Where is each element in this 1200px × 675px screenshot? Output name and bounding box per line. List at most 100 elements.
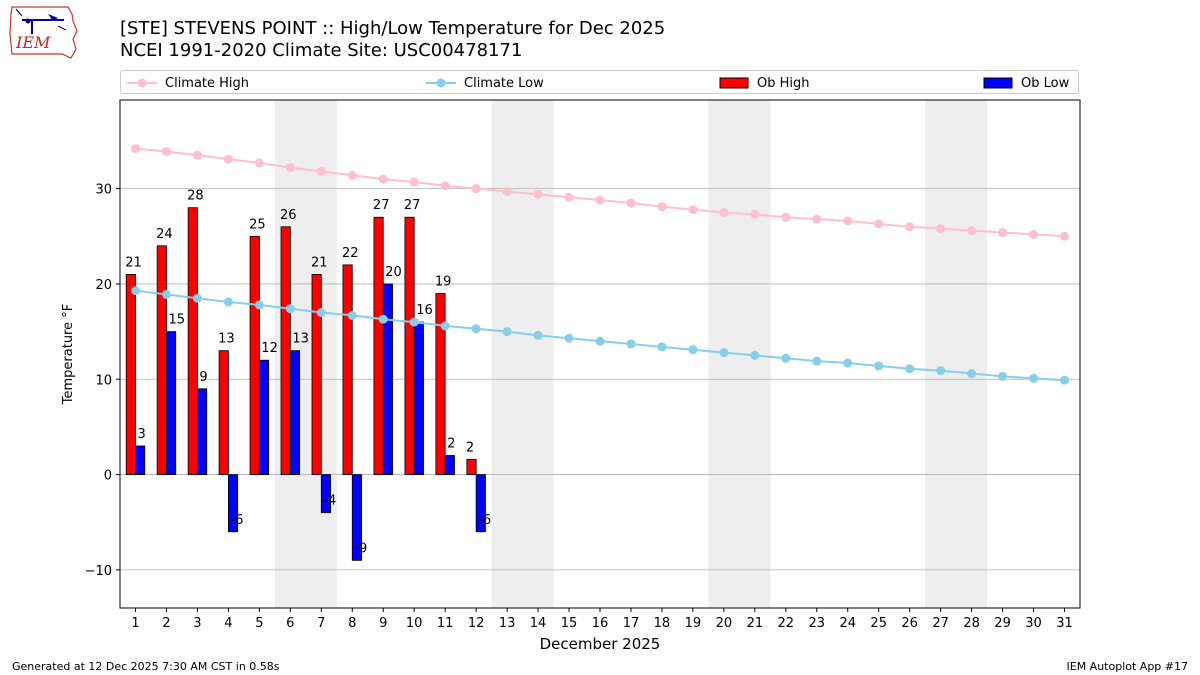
x-tick-label: 5 [255, 616, 263, 631]
x-tick-label: 18 [654, 616, 671, 631]
climate-high-line-icon [127, 78, 157, 88]
climate-low-point [936, 366, 946, 376]
x-tick-label: 4 [224, 616, 232, 631]
ob-high-bar [404, 216, 415, 475]
x-tick-label: 8 [348, 616, 356, 631]
legend-item-climate-high: Climate High [127, 74, 249, 92]
ob-low-label: 2 [447, 437, 455, 452]
iem-logo: IEM [9, 6, 78, 59]
x-tick-label: 2 [162, 616, 170, 631]
climate-low-point [409, 317, 419, 327]
app-label: IEM Autoplot App #17 [1066, 660, 1189, 673]
x-tick-label: 27 [932, 616, 949, 631]
y-tick-label: 0 [104, 469, 112, 484]
climate-low-point [719, 348, 729, 358]
climate-low-point [223, 297, 233, 307]
x-tick-label: 25 [870, 616, 887, 631]
x-tick-label: 9 [379, 616, 387, 631]
climate-high-point [533, 189, 543, 199]
x-tick-label: 7 [317, 616, 325, 631]
x-tick-label: 19 [685, 616, 702, 631]
climate-low-point [440, 321, 450, 331]
climate-low-point [998, 371, 1008, 381]
x-tick-label: 24 [839, 616, 856, 631]
climate-low-point [626, 339, 636, 349]
ob-high-label: 22 [342, 246, 359, 261]
ob-high-bar [466, 458, 477, 475]
ob-high-label: 25 [249, 217, 266, 232]
ob-high-bar [187, 207, 198, 475]
ob-low-bar [444, 455, 455, 475]
x-tick-label: 23 [809, 616, 826, 631]
chart-title: [STE] STEVENS POINT :: High/Low Temperat… [120, 18, 666, 39]
ob-high-bar [156, 245, 167, 475]
ob-high-label: 27 [373, 198, 390, 213]
climate-high-point [626, 198, 636, 208]
x-tick-label: 13 [499, 616, 516, 631]
climate-high-point [1029, 229, 1039, 239]
ob-low-bar [413, 321, 424, 475]
climate-high-point [781, 212, 791, 222]
x-tick-label: 26 [901, 616, 918, 631]
climate-high-point [998, 227, 1008, 237]
ob-high-label: 28 [187, 189, 204, 204]
ob-low-label: 15 [168, 313, 185, 328]
climate-high-point [967, 226, 977, 236]
y-tick-label: 30 [95, 183, 112, 198]
x-axis-label: December 2025 [540, 635, 661, 653]
ob-high-label: 19 [435, 274, 452, 289]
ob-low-swatch-icon [983, 77, 1013, 89]
climate-high-point [347, 170, 357, 180]
climate-low-point [595, 336, 605, 346]
legend-label: Ob Low [1021, 75, 1070, 91]
climate-high-point [440, 181, 450, 191]
climate-low-point [254, 300, 264, 310]
climate-high-point [409, 177, 419, 187]
climate-high-point [192, 150, 202, 160]
svg-text:IEM: IEM [15, 33, 51, 52]
climate-high-point [161, 146, 171, 156]
x-tick-label: 30 [1025, 616, 1042, 631]
climate-high-point [1060, 231, 1070, 241]
ob-low-bar [351, 474, 362, 561]
ob-low-bar [197, 388, 208, 475]
ob-high-bar [373, 216, 384, 475]
climate-low-point [1060, 375, 1070, 385]
legend-item-ob-low: Ob Low [983, 74, 1069, 92]
climate-low-point [130, 286, 140, 296]
ob-low-label: 9 [199, 370, 207, 385]
x-tick-label: 10 [406, 616, 423, 631]
climate-high-point [285, 163, 295, 173]
y-tick-label: 20 [95, 278, 112, 293]
ob-high-bar [435, 293, 446, 475]
ob-high-label: 24 [156, 227, 173, 242]
generated-timestamp: Generated at 12 Dec 2025 7:30 AM CST in … [12, 660, 280, 673]
legend: Climate High Climate Low Ob High Ob Low [120, 70, 1079, 94]
x-tick-label: 14 [530, 616, 547, 631]
x-tick-label: 6 [286, 616, 294, 631]
ob-low-bar [135, 445, 146, 475]
ob-high-bar [218, 350, 229, 475]
climate-high-point [812, 214, 822, 224]
climate-high-point [843, 216, 853, 226]
climate-high-point [316, 166, 326, 176]
climate-low-point [843, 358, 853, 368]
climate-low-point [471, 324, 481, 334]
x-tick-label: 22 [778, 616, 795, 631]
climate-high-point [750, 209, 760, 219]
climate-low-point [750, 350, 760, 360]
x-tick-label: 3 [193, 616, 201, 631]
climate-low-point [781, 353, 791, 363]
ob-low-label: -9 [354, 541, 367, 556]
legend-label: Ob High [757, 75, 810, 91]
x-tick-label: 21 [747, 616, 764, 631]
climate-high-point [471, 184, 481, 194]
x-tick-label: 29 [994, 616, 1011, 631]
climate-high-point [502, 186, 512, 196]
y-axis-label: Temperature °F [61, 304, 76, 405]
ob-high-label: 27 [404, 198, 421, 213]
ob-high-bar [125, 274, 136, 475]
ob-high-swatch-icon [719, 77, 749, 89]
x-tick-label: 31 [1056, 616, 1073, 631]
ob-high-label: 26 [280, 208, 297, 223]
